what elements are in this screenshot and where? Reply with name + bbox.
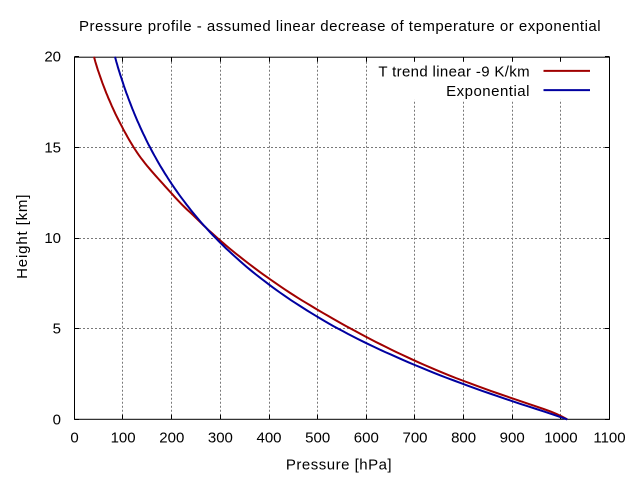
svg-text:Pressure [hPa]: Pressure [hPa]	[286, 457, 392, 474]
svg-text:700: 700	[402, 430, 427, 447]
svg-text:Height [km]: Height [km]	[14, 194, 31, 279]
svg-text:1100: 1100	[593, 430, 625, 447]
svg-text:20: 20	[44, 49, 61, 66]
svg-text:Exponential: Exponential	[446, 83, 530, 100]
svg-text:300: 300	[208, 430, 233, 447]
svg-text:200: 200	[159, 430, 184, 447]
svg-text:0: 0	[70, 430, 78, 447]
svg-text:600: 600	[354, 430, 379, 447]
svg-text:10: 10	[44, 230, 61, 247]
svg-text:500: 500	[305, 430, 330, 447]
svg-text:1000: 1000	[544, 430, 577, 447]
svg-text:15: 15	[44, 139, 61, 156]
svg-text:400: 400	[256, 430, 281, 447]
svg-text:5: 5	[53, 321, 61, 338]
svg-text:100: 100	[111, 430, 136, 447]
svg-text:900: 900	[500, 430, 525, 447]
svg-text:800: 800	[451, 430, 476, 447]
svg-text:T trend linear -9 K/km: T trend linear -9 K/km	[378, 64, 530, 81]
svg-text:Pressure profile - assumed lin: Pressure profile - assumed linear decrea…	[79, 18, 601, 35]
svg-text:0: 0	[53, 411, 61, 428]
